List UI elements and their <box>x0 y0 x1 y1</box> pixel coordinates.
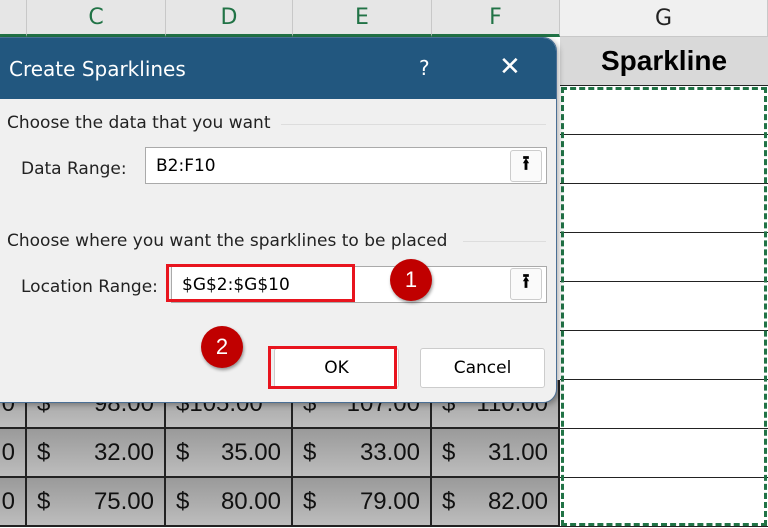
ok-button[interactable]: OK <box>274 348 399 388</box>
location-range-label: Location Range: <box>21 277 158 297</box>
cell-text: 0 <box>1 487 15 515</box>
cell-text: 31.00 <box>487 438 548 466</box>
cell-text: 79.00 <box>359 487 420 515</box>
cell-text: $ <box>176 438 190 466</box>
table-cell[interactable]: $79.00 <box>293 478 432 527</box>
cell-text: $ <box>442 438 456 466</box>
sparkline-cell[interactable] <box>560 282 768 331</box>
help-icon[interactable]: ? <box>419 56 430 80</box>
table-cell[interactable]: $75.00 <box>27 478 166 527</box>
sparkline-cell[interactable] <box>560 478 768 527</box>
table-cell[interactable]: $82.00 <box>432 478 560 527</box>
cell-text: $ <box>303 438 317 466</box>
table-cell[interactable]: $33.00 <box>293 429 432 478</box>
cell-text: $ <box>442 487 456 515</box>
data-range-label: Data Range: <box>21 159 127 179</box>
section-location-label: Choose where you want the sparklines to … <box>7 231 448 251</box>
column-header-c[interactable]: C <box>27 0 166 37</box>
cell-text: 75.00 <box>93 487 154 515</box>
create-sparklines-dialog: Create Sparklines ? ✕ Choose the data th… <box>0 37 557 403</box>
column-header-d[interactable]: D <box>166 0 293 37</box>
cell-text: $ <box>303 487 317 515</box>
sparkline-cell[interactable] <box>560 380 768 429</box>
table-cell[interactable]: 0 <box>0 478 27 527</box>
sparkline-cell[interactable] <box>560 135 768 184</box>
column-header-g[interactable]: G <box>560 0 768 37</box>
sparkline-cell[interactable] <box>560 184 768 233</box>
dialog-title-bar[interactable]: Create Sparklines ? ✕ <box>0 38 556 99</box>
table-cell[interactable]: $35.00 <box>166 429 293 478</box>
close-icon[interactable]: ✕ <box>499 52 521 82</box>
cell-text: 35.00 <box>220 438 281 466</box>
divider <box>281 124 546 125</box>
cell-text: $ <box>176 487 190 515</box>
column-header-e[interactable]: E <box>293 0 432 37</box>
table-cell[interactable]: $31.00 <box>432 429 560 478</box>
table-cell[interactable]: 0 <box>0 429 27 478</box>
divider <box>463 241 546 242</box>
sparkline-cell[interactable] <box>560 331 768 380</box>
location-range-value: $G$2:$G$10 <box>182 274 290 295</box>
cell-text: 33.00 <box>359 438 420 466</box>
dialog-title: Create Sparklines <box>9 56 186 81</box>
step-1-badge: 1 <box>390 259 432 301</box>
location-range-input[interactable]: $G$2:$G$10 <box>171 266 547 303</box>
data-range-input[interactable]: B2:F10 <box>145 147 547 184</box>
column-header-f[interactable]: F <box>432 0 560 37</box>
collapse-location-range-upload-icon[interactable]: ⭱ <box>510 268 542 300</box>
sparkline-cell[interactable] <box>560 429 768 478</box>
table-cell[interactable]: $32.00 <box>27 429 166 478</box>
column-header-b[interactable] <box>0 0 27 37</box>
collapse-data-range-upload-icon[interactable]: ⭱ <box>510 150 542 182</box>
cell-text: 82.00 <box>487 487 548 515</box>
cell-text: $ <box>37 438 51 466</box>
data-range-value: B2:F10 <box>156 155 216 176</box>
section-data-label: Choose the data that you want <box>7 113 271 133</box>
cancel-button[interactable]: Cancel <box>420 348 545 388</box>
sparkline-cell[interactable] <box>560 233 768 282</box>
cell-text: 0 <box>1 438 15 466</box>
sparkline-cell[interactable] <box>560 86 768 135</box>
table-cell[interactable]: $80.00 <box>166 478 293 527</box>
cell-text: 80.00 <box>220 487 281 515</box>
step-2-badge: 2 <box>201 326 243 368</box>
cell-text: 32.00 <box>93 438 154 466</box>
cell-text: $ <box>37 487 51 515</box>
sparkline-header-cell[interactable]: Sparkline <box>560 37 768 86</box>
